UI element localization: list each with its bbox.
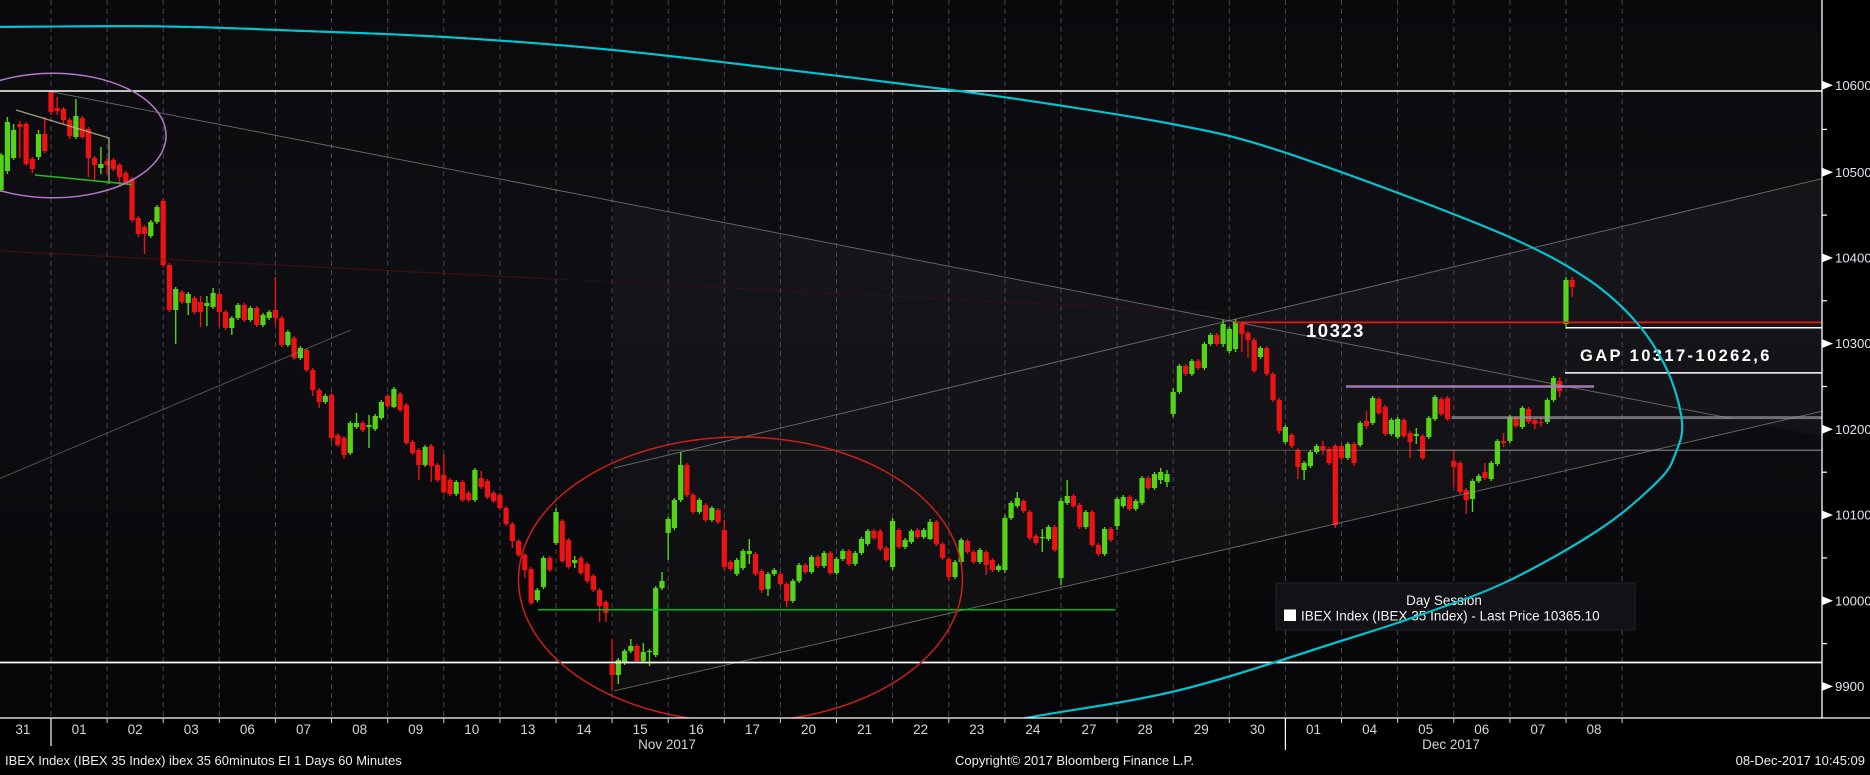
svg-text:08: 08	[1586, 722, 1601, 737]
svg-text:04: 04	[1362, 722, 1378, 737]
svg-text:10000: 10000	[1835, 593, 1870, 608]
svg-text:Copyright© 2017 Bloomberg Fina: Copyright© 2017 Bloomberg Finance L.P.	[955, 753, 1194, 768]
svg-text:02: 02	[128, 722, 143, 737]
svg-text:17: 17	[745, 722, 760, 737]
svg-text:05: 05	[1418, 722, 1433, 737]
svg-text:28: 28	[1138, 722, 1153, 737]
svg-text:13: 13	[520, 722, 535, 737]
svg-text:08-Dec-2017 10:45:09: 08-Dec-2017 10:45:09	[1736, 753, 1865, 768]
svg-text:27: 27	[1081, 722, 1096, 737]
svg-text:10300: 10300	[1835, 336, 1870, 351]
svg-text:07: 07	[1530, 722, 1545, 737]
svg-text:14: 14	[576, 722, 592, 737]
svg-text:01: 01	[72, 722, 87, 737]
svg-text:Dec 2017: Dec 2017	[1422, 737, 1480, 752]
svg-text:03: 03	[184, 722, 199, 737]
svg-text:07: 07	[296, 722, 311, 737]
svg-text:Nov 2017: Nov 2017	[638, 737, 696, 752]
svg-text:15: 15	[633, 722, 648, 737]
svg-text:10200: 10200	[1835, 422, 1870, 437]
svg-text:09: 09	[408, 722, 423, 737]
svg-text:Day Session: Day Session	[1406, 593, 1482, 608]
svg-text:01: 01	[1306, 722, 1321, 737]
svg-text:30: 30	[1250, 722, 1265, 737]
svg-text:06: 06	[1474, 722, 1489, 737]
svg-text:08: 08	[352, 722, 367, 737]
svg-text:31: 31	[15, 722, 30, 737]
svg-text:20: 20	[801, 722, 816, 737]
svg-text:10600: 10600	[1835, 78, 1870, 93]
svg-text:IBEX Index (IBEX 35 Index) ibe: IBEX Index (IBEX 35 Index) ibex 35 60min…	[5, 753, 402, 768]
svg-text:21: 21	[857, 722, 872, 737]
svg-text:GAP 10317-10262,6: GAP 10317-10262,6	[1580, 347, 1772, 365]
svg-text:10100: 10100	[1835, 508, 1870, 523]
svg-text:16: 16	[689, 722, 704, 737]
svg-text:24: 24	[1025, 722, 1041, 737]
svg-text:10323: 10323	[1306, 320, 1365, 341]
svg-text:06: 06	[240, 722, 255, 737]
svg-text:29: 29	[1194, 722, 1209, 737]
svg-text:10400: 10400	[1835, 251, 1870, 266]
svg-text:23: 23	[969, 722, 984, 737]
svg-text:10500: 10500	[1835, 165, 1870, 180]
svg-text:10: 10	[464, 722, 479, 737]
svg-text:IBEX Index (IBEX 35 Index) - L: IBEX Index (IBEX 35 Index) - Last Price …	[1301, 609, 1600, 624]
svg-text:22: 22	[913, 722, 928, 737]
svg-text:9900: 9900	[1835, 679, 1864, 694]
